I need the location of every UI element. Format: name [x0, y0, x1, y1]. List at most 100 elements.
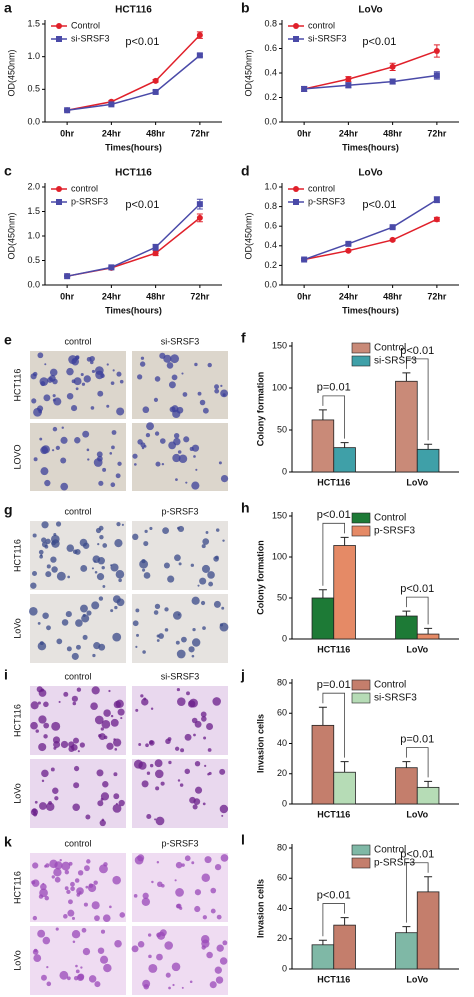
annotation: p<0.01: [400, 345, 434, 357]
cell: [82, 430, 90, 438]
cell: [77, 750, 80, 753]
cell: [186, 691, 190, 696]
legend-label: control: [71, 183, 98, 193]
y-tick-label: 150: [272, 510, 287, 520]
cell: [67, 909, 75, 917]
marker: [301, 256, 308, 263]
cell: [137, 940, 145, 948]
cell: [114, 748, 118, 751]
cell: [202, 538, 210, 545]
panel-label: a: [4, 0, 12, 16]
cell: [71, 405, 78, 412]
legend-marker: [293, 23, 299, 29]
cell: [151, 880, 154, 884]
cell: [35, 729, 39, 733]
cell: [44, 479, 51, 487]
cell: [86, 448, 90, 452]
cell: [142, 650, 146, 654]
cell: [169, 406, 176, 413]
legend-marker: [56, 199, 62, 205]
cell: [32, 533, 37, 538]
bar: [395, 380, 418, 473]
cell: [140, 694, 144, 698]
column-label: control: [64, 671, 91, 681]
cell: [179, 783, 184, 787]
cell: [181, 636, 187, 643]
cell: [91, 686, 100, 695]
x-tick-label: 24hr: [102, 128, 122, 138]
y-tick-label: 0.5: [27, 255, 40, 265]
marker: [389, 63, 396, 70]
cell: [44, 544, 49, 549]
x-tick-label: LoVo: [406, 974, 428, 984]
micrograph: [132, 686, 228, 755]
column-label: si-SRSF3: [161, 336, 200, 346]
marker: [345, 82, 352, 89]
legend-marker: [293, 36, 299, 42]
cell: [100, 797, 104, 801]
cell: [116, 522, 121, 527]
cell: [194, 761, 201, 767]
error-bar: [318, 706, 327, 726]
cell: [112, 875, 121, 885]
cell: [181, 863, 185, 867]
marker: [64, 107, 71, 114]
cell: [68, 861, 73, 866]
y-tick-label: 0.8: [264, 18, 277, 28]
bracket: [322, 903, 346, 937]
cell: [72, 940, 76, 944]
cell: [39, 802, 47, 810]
cell: [83, 375, 91, 383]
cell: [161, 462, 165, 466]
cell: [133, 463, 137, 466]
legend-swatch: [351, 692, 371, 704]
cell: [175, 888, 184, 897]
cell: [99, 955, 109, 964]
cell: [82, 947, 91, 956]
cell: [154, 603, 161, 610]
cell: [103, 709, 111, 717]
cell: [146, 814, 152, 820]
cell: [80, 372, 84, 377]
cell: [66, 646, 72, 652]
cell: [75, 969, 80, 974]
cell: [207, 362, 212, 368]
cell: [38, 549, 44, 555]
cell: [163, 562, 170, 569]
cell: [90, 406, 95, 410]
x-tick-label: 24hr: [339, 128, 359, 138]
cell: [155, 816, 165, 826]
legend-swatch: [351, 512, 371, 524]
x-axis-label: Times(hours): [342, 305, 399, 315]
y-tick-label: 0: [282, 466, 287, 476]
cell: [200, 600, 206, 606]
cell: [51, 539, 60, 548]
cell: [219, 768, 226, 775]
marker: [433, 47, 440, 54]
cell: [191, 638, 201, 647]
cell: [50, 556, 57, 563]
cell: [141, 446, 145, 450]
cell: [134, 855, 144, 865]
cell: [40, 381, 46, 387]
cell: [43, 734, 48, 739]
cell: [191, 444, 200, 452]
y-axis-label: Colony formation: [255, 372, 265, 447]
cell: [55, 521, 62, 527]
cell: [41, 537, 47, 543]
marker: [433, 72, 440, 79]
cell: [148, 740, 155, 746]
cell: [221, 814, 224, 817]
cell: [29, 607, 38, 616]
cell: [132, 453, 138, 459]
series-line: [66, 217, 201, 277]
column-label: control: [64, 336, 91, 346]
y-tick-label: 20: [277, 933, 287, 943]
y-tick-label: 0.0: [264, 116, 277, 126]
cell: [202, 802, 206, 806]
panel-label: h: [241, 500, 250, 516]
panel-label: d: [241, 163, 250, 179]
cell: [208, 771, 212, 776]
bracket: [405, 862, 429, 923]
